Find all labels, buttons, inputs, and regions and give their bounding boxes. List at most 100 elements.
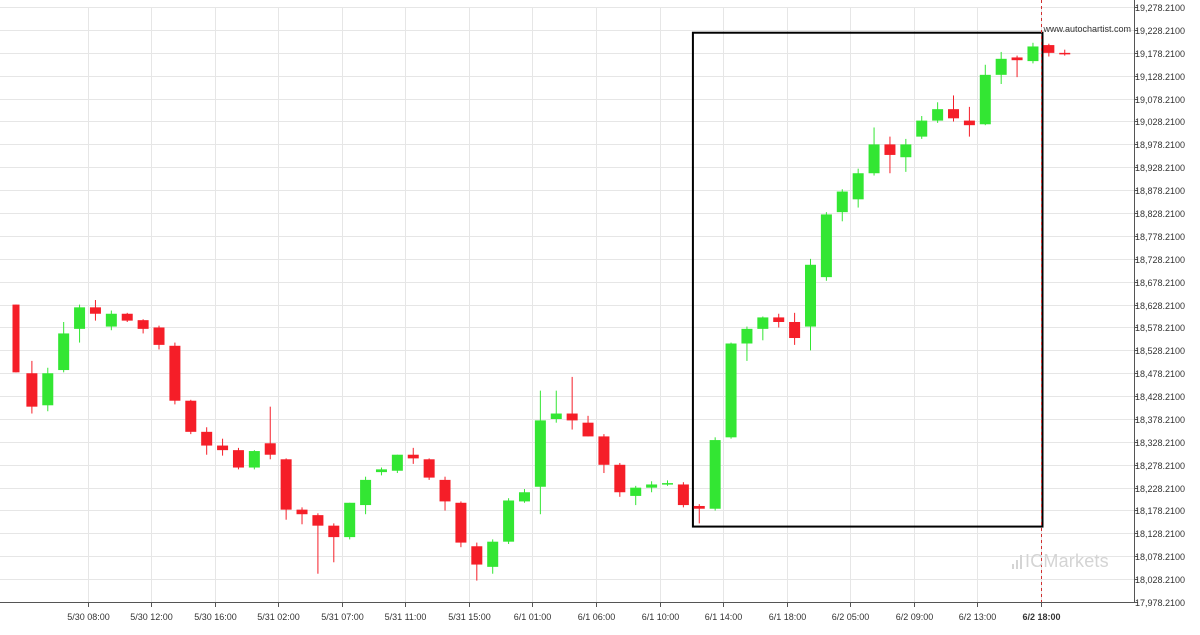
candle-body-down <box>185 400 197 432</box>
candle-body-up <box>900 144 912 158</box>
candle-body-up <box>391 454 403 471</box>
y-tick-label: 18,978.2100 <box>1135 140 1185 150</box>
candle-body-down <box>471 546 483 565</box>
candle-body-down <box>137 320 149 329</box>
y-tick-label: 18,378.2100 <box>1135 415 1185 425</box>
x-tick-label: 6/1 10:00 <box>642 612 680 622</box>
y-tick-label: 18,578.2100 <box>1135 323 1185 333</box>
y-tick-label: 18,028.2100 <box>1135 575 1185 585</box>
logo-bars-icon <box>1012 554 1022 569</box>
candle-body-up <box>852 173 864 200</box>
brand-label: ICMarkets <box>1025 551 1109 571</box>
candle-body-down <box>455 502 467 543</box>
candle-body-down <box>121 313 133 321</box>
candle-body-up <box>805 264 816 327</box>
candle-body-down <box>566 413 578 421</box>
y-tick-label: 18,628.2100 <box>1135 301 1185 311</box>
candle-body-up <box>518 492 530 502</box>
x-tick-label: 6/1 06:00 <box>578 612 616 622</box>
candle-body-down <box>201 431 213 446</box>
x-tick-label: 6/2 05:00 <box>832 612 870 622</box>
x-tick-label: 6/1 14:00 <box>705 612 743 622</box>
x-tick-label: 5/30 08:00 <box>67 612 110 622</box>
candle-body-down <box>439 479 451 502</box>
y-tick-label: 18,128.2100 <box>1135 529 1185 539</box>
y-tick-label: 19,128.2100 <box>1135 72 1185 82</box>
pattern-box <box>691 31 1044 528</box>
candle-body-down <box>328 525 340 538</box>
axis-layer: 19,278.2100 19,228.2100 19,178.2100 19,128.… <box>0 0 1185 622</box>
candle-body-up <box>916 120 928 137</box>
candle-body-down <box>693 505 705 509</box>
y-tick-label: 18,778.2100 <box>1135 232 1185 242</box>
candle-body-up <box>42 373 54 406</box>
y-tick-label: 19,028.2100 <box>1135 117 1185 127</box>
candle-body-up <box>550 413 562 420</box>
y-tick-label: 18,428.2100 <box>1135 392 1185 402</box>
y-tick-label: 19,228.2100 <box>1135 26 1185 36</box>
candle-body-down <box>407 454 419 459</box>
candle-body-up <box>932 109 944 121</box>
icmarkets-watermark: ICMarkets <box>1012 551 1109 572</box>
x-tick-label: 5/31 11:00 <box>385 612 427 622</box>
candle-body-down <box>1011 57 1023 61</box>
x-tick-label: 5/31 15:00 <box>448 612 491 622</box>
x-tick-label: 5/30 12:00 <box>130 612 173 622</box>
candle-body-up <box>661 483 673 485</box>
x-tick-label: 6/1 18:00 <box>769 612 807 622</box>
candle-body-up <box>105 313 117 327</box>
candle-body-down <box>789 321 801 339</box>
x-tick-label: 6/2 18:00 <box>1022 612 1060 622</box>
candle-body-down <box>312 515 324 526</box>
y-tick-label: 18,228.2100 <box>1135 484 1185 494</box>
source-label: www.autochartist.com <box>1042 24 1131 34</box>
candle-body-down <box>582 422 594 437</box>
candle-body-up <box>534 420 546 487</box>
y-tick-label: 19,178.2100 <box>1135 49 1185 59</box>
y-tick-label: 18,078.2100 <box>1135 552 1185 562</box>
candle-body-up <box>868 144 880 174</box>
pattern-box-layer <box>691 31 1044 528</box>
candle-body-up <box>58 333 70 371</box>
candle-body-down <box>169 345 181 401</box>
candle-body-up <box>503 500 515 542</box>
candle-body-down <box>423 459 435 478</box>
y-tick-label: 17,978.2100 <box>1135 598 1185 608</box>
candle-body-up <box>360 479 372 506</box>
candle-body-down <box>232 450 244 468</box>
candle-body-up <box>741 328 753 344</box>
y-tick-label: 18,328.2100 <box>1135 438 1185 448</box>
candle-body-up <box>836 191 848 213</box>
candle-body-up <box>995 58 1007 75</box>
candle-body-down <box>217 445 229 451</box>
candle-body-up <box>709 440 721 509</box>
y-tick-label: 18,728.2100 <box>1135 255 1185 265</box>
candle-body-down <box>963 120 975 126</box>
x-tick-label: 5/31 07:00 <box>321 612 364 622</box>
candle-body-down <box>948 109 960 119</box>
candle-body-up <box>979 74 991 125</box>
candle-body-up <box>74 307 86 329</box>
x-tick-label: 6/2 09:00 <box>896 612 934 622</box>
candle-body-up <box>757 317 769 329</box>
y-tick-label: 18,878.2100 <box>1135 186 1185 196</box>
candle-body-down <box>26 373 38 407</box>
candle-body-down <box>296 509 308 515</box>
candle-body-up <box>646 484 658 488</box>
candle-body-down <box>677 484 689 506</box>
y-tick-label: 18,678.2100 <box>1135 278 1185 288</box>
y-tick-label: 18,278.2100 <box>1135 461 1185 471</box>
x-tick-label: 6/2 13:00 <box>959 612 997 622</box>
y-tick-label: 19,078.2100 <box>1135 95 1185 105</box>
y-tick-label: 18,828.2100 <box>1135 209 1185 219</box>
candle-body-up <box>375 469 387 473</box>
candle-body-down <box>89 307 101 314</box>
candle-body-down <box>598 436 610 465</box>
grid-layer <box>0 7 1134 603</box>
y-tick-label: 19,278.2100 <box>1135 3 1185 13</box>
y-tick-label: 18,928.2100 <box>1135 163 1185 173</box>
candle-body-down <box>884 144 896 155</box>
x-tick-label: 5/30 16:00 <box>194 612 237 622</box>
